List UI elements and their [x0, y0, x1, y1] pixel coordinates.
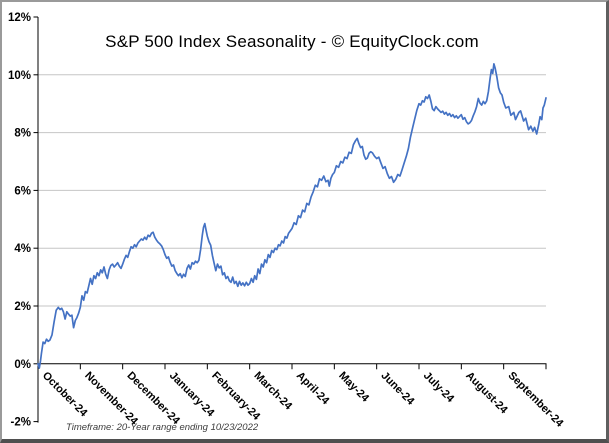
- x-axis-label: March-24: [252, 370, 295, 413]
- y-axis-label: 4%: [14, 243, 31, 255]
- x-axis-label: June-24: [379, 370, 418, 409]
- x-axis-label: August-24: [463, 370, 510, 417]
- y-axis-label: 10%: [8, 70, 31, 82]
- x-axis-label: September-24: [506, 370, 567, 431]
- timeframe-note: Timeframe: 20-Year range ending 10/23/20…: [66, 422, 259, 433]
- x-axis-label: April-24: [294, 370, 332, 408]
- series-line: [37, 62, 547, 369]
- x-axis-label: July-24: [421, 370, 457, 406]
- y-axis-label: 8%: [14, 128, 31, 140]
- y-axis-label: 2%: [14, 301, 31, 313]
- y-axis-label: -2%: [11, 417, 31, 429]
- y-axis-label: 6%: [14, 185, 31, 197]
- chart-title: S&P 500 Index Seasonality - © EquityCloc…: [105, 32, 479, 51]
- x-axis-label: May-24: [336, 370, 371, 405]
- y-axis-label: 0%: [14, 359, 31, 371]
- y-axis-label: 12%: [8, 12, 31, 24]
